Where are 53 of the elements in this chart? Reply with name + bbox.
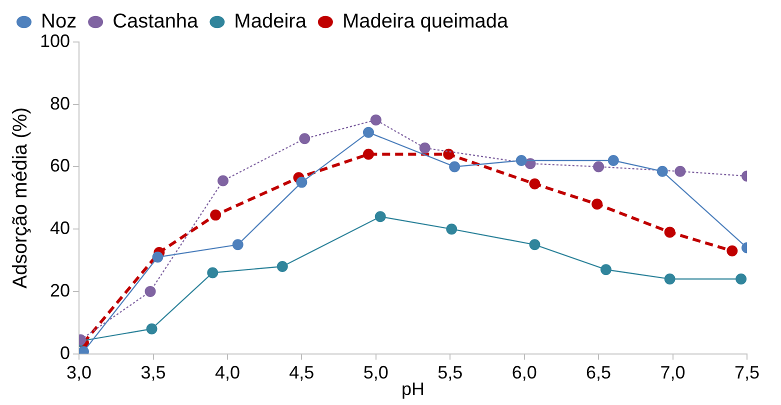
point [593, 161, 604, 172]
x-tick-label: 6,5 [586, 362, 612, 383]
point [210, 210, 222, 221]
legend-label: Noz [41, 10, 77, 33]
point [726, 245, 738, 256]
point [232, 239, 244, 250]
point [529, 239, 540, 250]
point [449, 161, 460, 172]
x-tick-label: 7,0 [660, 362, 686, 383]
x-tick-label: 3,0 [66, 362, 92, 383]
point [608, 154, 619, 166]
point [276, 260, 288, 272]
x-axis-title: pH [402, 379, 425, 400]
x-tick-label: 6,0 [512, 362, 537, 383]
point [529, 178, 540, 190]
point [419, 142, 430, 154]
x-tick-label: 3,5 [140, 362, 166, 383]
point [664, 226, 676, 238]
point [146, 323, 158, 334]
point [299, 133, 310, 144]
point [592, 198, 603, 210]
x-tick-label: 7,5 [734, 362, 760, 383]
x-tick-label: 5,0 [363, 362, 388, 383]
x-tick-label: 4,5 [289, 362, 314, 383]
point [374, 211, 386, 222]
point [664, 273, 676, 284]
y-tick-label: 80 [50, 93, 70, 114]
y-tick-label: 20 [50, 280, 70, 300]
point [296, 176, 308, 188]
point [600, 264, 612, 276]
point [218, 175, 229, 186]
point [516, 154, 527, 166]
x-tick-label: 5,5 [438, 362, 463, 383]
y-tick-label: 0 [60, 342, 70, 363]
y-tick-label: 40 [50, 218, 70, 238]
point [207, 267, 218, 278]
point [362, 148, 374, 160]
legend-label: Madeira [234, 10, 308, 33]
legend-label: Castanha [112, 10, 200, 33]
y-axis-title: Adsorção média (%) [10, 107, 32, 288]
y-tick-label: 100 [40, 30, 70, 51]
point [446, 224, 458, 235]
point [144, 286, 156, 297]
point [370, 114, 382, 126]
legend-label: Madeira queimada [342, 10, 509, 33]
y-tick-label: 60 [50, 156, 70, 176]
point [736, 273, 747, 284]
point [443, 148, 454, 160]
point [656, 166, 668, 177]
point [152, 252, 164, 263]
x-tick-label: 4,0 [214, 362, 240, 383]
point [674, 166, 686, 177]
point [362, 126, 374, 138]
